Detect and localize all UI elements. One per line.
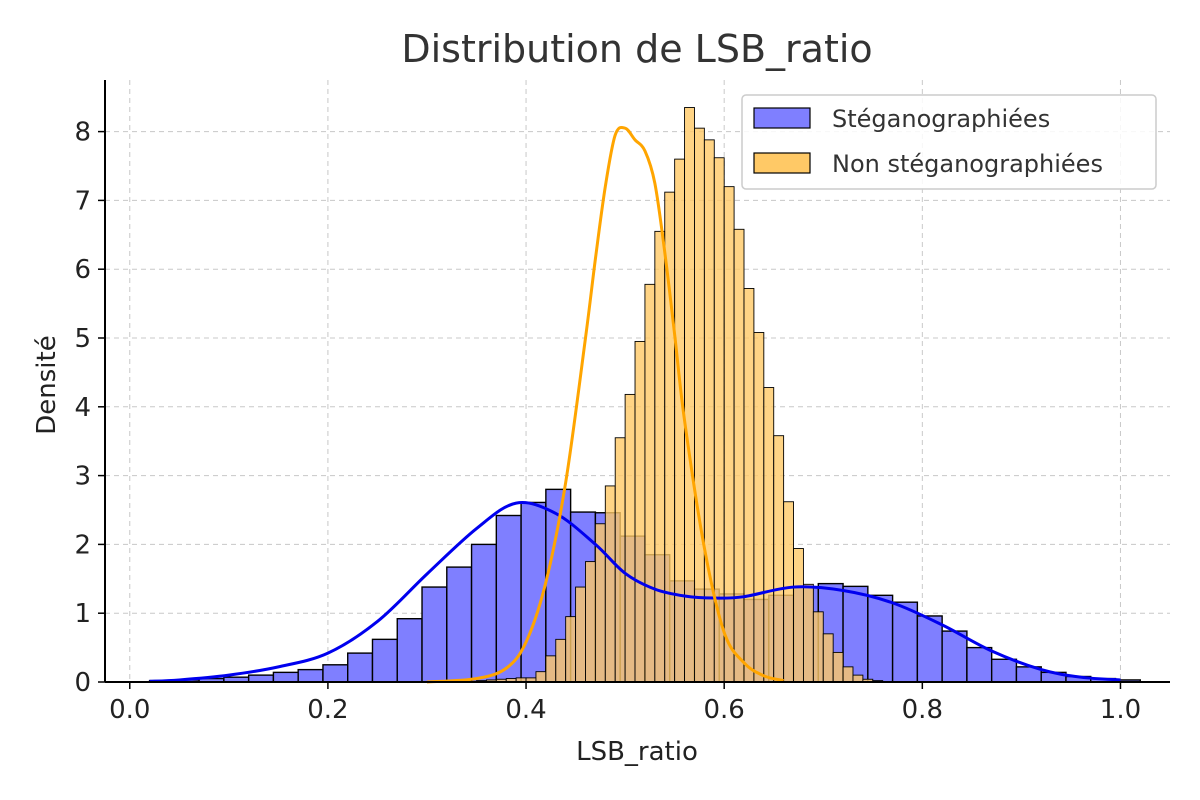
steg-bar-4 bbox=[247, 674, 275, 683]
x-tick-label-5: 1.0 bbox=[1100, 695, 1141, 725]
legend-label-steganographiees: Stéganographiées bbox=[832, 105, 1050, 133]
kde-line-steganographiees bbox=[149, 501, 1121, 683]
steg-bar-31 bbox=[916, 615, 943, 683]
y-tick-label-8: 8 bbox=[74, 118, 91, 148]
legend: Stéganographiées Non stéganographiées bbox=[741, 94, 1157, 190]
non-steg-bar-28 bbox=[703, 139, 715, 683]
non-steg-bar-32 bbox=[743, 288, 755, 683]
steg-bar-6 bbox=[297, 668, 324, 683]
ticks: 0.0 0.2 0.4 0.6 0.8 1.0 0 1 2 3 4 5 6 7 8 bbox=[74, 118, 1141, 725]
steg-bar-32 bbox=[941, 630, 968, 683]
y-tick-label-0: 0 bbox=[74, 668, 91, 698]
steg-bar-9 bbox=[371, 638, 398, 683]
steg-bar-12 bbox=[446, 566, 473, 683]
non-steg-bar-30 bbox=[723, 186, 735, 683]
non-steg-bar-13 bbox=[555, 638, 567, 683]
steg-bar-33 bbox=[966, 646, 993, 683]
non-steg-bar-16 bbox=[585, 561, 596, 683]
x-axis-label: LSB_ratio bbox=[576, 737, 698, 767]
non-steg-bar-39 bbox=[812, 611, 824, 683]
non-steg-bar-19 bbox=[614, 437, 626, 683]
non-steg-bar-23 bbox=[654, 230, 666, 683]
steg-bar-8 bbox=[347, 652, 374, 683]
non-steg-bar-43 bbox=[852, 674, 864, 683]
y-tick-label-4: 4 bbox=[74, 393, 91, 423]
non-steg-bar-15 bbox=[575, 586, 586, 683]
y-tick-label-1: 1 bbox=[74, 599, 91, 629]
non-steg-bar-37 bbox=[793, 548, 804, 683]
non-steg-bar-35 bbox=[773, 435, 785, 683]
non-steg-bar-31 bbox=[733, 228, 745, 683]
non-steganographiees-histogram bbox=[466, 107, 884, 683]
steg-bar-11 bbox=[421, 586, 448, 683]
non-steg-bar-34 bbox=[763, 387, 775, 683]
steg-bar-5 bbox=[272, 671, 299, 683]
axes bbox=[104, 80, 1170, 683]
steg-bar-34 bbox=[990, 658, 1018, 683]
steg-bar-10 bbox=[396, 618, 423, 683]
y-tick-label-6: 6 bbox=[74, 255, 91, 285]
steg-bar-29 bbox=[867, 594, 894, 683]
steg-bar-28 bbox=[842, 585, 869, 683]
non-steg-bar-41 bbox=[832, 651, 844, 683]
legend-label-non-steganographiees: Non stéganographiées bbox=[832, 150, 1103, 178]
y-tick-label-2: 2 bbox=[74, 530, 91, 560]
steg-bar-30 bbox=[891, 601, 919, 683]
non-steg-bar-12 bbox=[545, 655, 557, 683]
x-tick-label-0: 0.0 bbox=[109, 695, 150, 725]
non-steg-bar-38 bbox=[802, 583, 814, 683]
y-axis-label: Densité bbox=[32, 335, 62, 434]
legend-frame bbox=[741, 94, 1157, 190]
non-steg-bar-21 bbox=[634, 340, 646, 683]
non-steg-bar-36 bbox=[783, 501, 794, 683]
steg-bar-14 bbox=[495, 514, 522, 683]
non-steg-bar-20 bbox=[624, 393, 636, 683]
x-tick-label-4: 0.8 bbox=[902, 695, 943, 725]
steganographiees-histogram bbox=[148, 488, 1141, 683]
non-steg-bar-14 bbox=[565, 616, 577, 683]
steg-bar-7 bbox=[322, 664, 349, 683]
non-steg-bar-22 bbox=[644, 283, 656, 683]
x-tick-label-3: 0.6 bbox=[704, 695, 745, 725]
legend-swatch-non-steganographiees bbox=[753, 152, 811, 174]
kde-curves bbox=[149, 125, 1121, 684]
x-tick-label-1: 0.2 bbox=[307, 695, 348, 725]
non-steg-bar-11 bbox=[535, 671, 547, 683]
chart-title: Distribution de LSB_ratio bbox=[401, 27, 872, 71]
non-steg-bar-18 bbox=[604, 485, 616, 683]
y-tick-label-3: 3 bbox=[74, 462, 91, 492]
non-steg-bar-42 bbox=[842, 666, 854, 683]
non-steg-bar-33 bbox=[753, 332, 765, 683]
legend-swatch-steganographiees bbox=[753, 107, 811, 129]
kde-line-non-steganographiees bbox=[426, 125, 784, 684]
y-tick-label-5: 5 bbox=[74, 324, 91, 354]
x-tick-label-2: 0.4 bbox=[505, 695, 546, 725]
non-steg-bar-40 bbox=[822, 633, 834, 683]
y-tick-label-7: 7 bbox=[74, 186, 91, 216]
steg-bar-13 bbox=[470, 543, 498, 683]
